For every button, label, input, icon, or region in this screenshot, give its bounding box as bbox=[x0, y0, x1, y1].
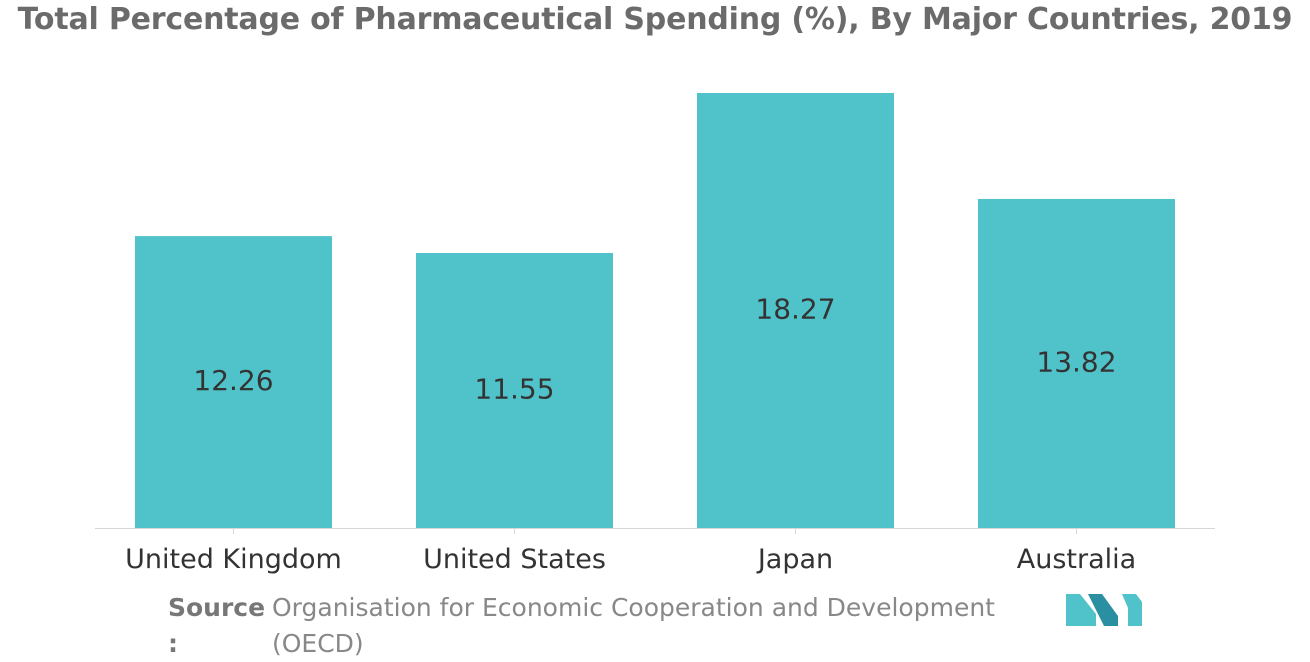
logo-left-shape bbox=[1066, 594, 1096, 626]
source-note: Source : Organisation for Economic Coope… bbox=[168, 590, 1028, 662]
mordor-intelligence-logo-icon bbox=[1066, 594, 1142, 626]
value-label-2: 18.27 bbox=[755, 293, 835, 326]
bar-3 bbox=[978, 198, 1175, 528]
bar-2 bbox=[697, 93, 894, 528]
value-label-3: 13.82 bbox=[1036, 345, 1116, 378]
logo-right-shape bbox=[1122, 594, 1142, 626]
bar-1 bbox=[416, 253, 613, 528]
source-label: Source : bbox=[168, 593, 266, 658]
x-tick-label-3: Australia bbox=[1017, 544, 1136, 575]
x-tick-label-1: United States bbox=[423, 544, 606, 575]
x-tick-label-0: United Kingdom bbox=[125, 544, 342, 575]
value-label-1: 11.55 bbox=[474, 373, 554, 406]
source-text: Organisation for Economic Cooperation an… bbox=[272, 593, 995, 658]
bar-chart: 12.26 United Kingdom 11.55 United States 18.… bbox=[95, 93, 1215, 575]
logo-middle-shape bbox=[1088, 594, 1118, 626]
bar-0 bbox=[135, 236, 332, 528]
value-label-0: 12.26 bbox=[193, 364, 273, 397]
chart-title: Total Percentage of Pharmaceutical Spend… bbox=[17, 2, 1293, 37]
x-tick-label-2: Japan bbox=[756, 544, 833, 575]
